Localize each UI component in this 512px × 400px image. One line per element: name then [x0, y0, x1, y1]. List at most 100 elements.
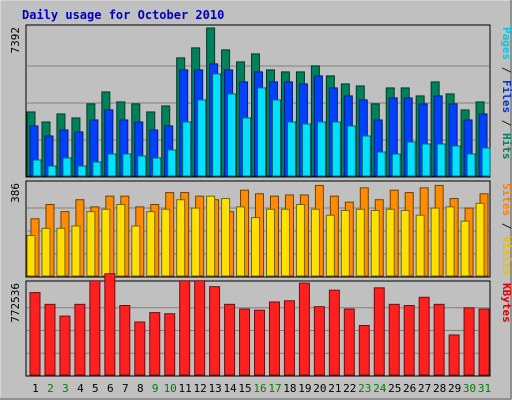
axis-legend-part: Pages — [500, 27, 512, 60]
x-tick-label-25: 25 — [388, 382, 401, 395]
bar-kbytes-day-2 — [44, 303, 56, 376]
bar-kbytes-day-19 — [298, 282, 310, 376]
axis-legend-part: Hits — [500, 133, 512, 160]
x-tick-label-9: 9 — [152, 382, 159, 395]
x-tick-label-13: 13 — [208, 382, 221, 395]
bar-pages-day-6 — [107, 153, 117, 177]
panel-visits: 386 Sites / Visits — [9, 180, 512, 278]
bar-sites-day-24 — [370, 209, 380, 277]
x-tick-label-31: 31 — [478, 382, 491, 395]
bar-pages-day-16 — [257, 87, 267, 177]
x-tick-label-22: 22 — [343, 382, 356, 395]
bar-sites-day-27 — [415, 214, 425, 277]
bar-sites-day-3 — [56, 227, 66, 277]
bar-kbytes-day-21 — [328, 289, 340, 376]
chart-panels: 7392 Pages / Files / Hits 386 Sites / Visit… — [9, 24, 512, 377]
bar-pages-day-22 — [346, 125, 356, 177]
x-tick-label-4: 4 — [77, 382, 84, 395]
bar-sites-day-28 — [430, 207, 440, 277]
axis-legend-part: Sites — [500, 183, 512, 216]
x-tick-label-12: 12 — [194, 382, 207, 395]
axis-legend-hits: Pages / Files / Hits — [500, 27, 512, 160]
bar-sites-day-11 — [176, 199, 186, 277]
bar-sites-day-23 — [355, 208, 365, 277]
bar-pages-day-8 — [137, 155, 147, 177]
x-tick-label-14: 14 — [223, 382, 237, 395]
y-max-label: 7392 — [9, 27, 22, 54]
axis-legend-part: KBytes — [500, 283, 512, 323]
bar-kbytes-day-23 — [358, 325, 370, 376]
bar-pages-day-21 — [331, 121, 341, 177]
bar-kbytes-day-31 — [478, 308, 490, 376]
bar-kbytes-day-5 — [89, 280, 101, 376]
axis-legend-kbytes: KBytes — [500, 283, 512, 323]
bar-kbytes-day-1 — [29, 292, 41, 376]
bar-sites-day-5 — [86, 211, 96, 277]
bar-sites-day-29 — [445, 206, 455, 277]
x-tick-label-20: 20 — [313, 382, 326, 395]
bar-sites-day-18 — [280, 208, 290, 277]
x-tick-label-30: 30 — [463, 382, 476, 395]
bar-kbytes-day-4 — [74, 303, 86, 376]
bar-kbytes-day-22 — [343, 308, 355, 376]
x-tick-label-26: 26 — [403, 382, 416, 395]
chart-title: Daily usage for October 2010 — [22, 8, 224, 22]
bar-pages-day-17 — [271, 99, 281, 177]
x-tick-label-2: 2 — [47, 382, 54, 395]
axis-legend-visits: Sites / Visits — [500, 183, 512, 276]
bar-pages-day-26 — [406, 141, 416, 177]
bar-sites-day-19 — [295, 203, 305, 277]
bar-sites-day-26 — [400, 209, 410, 277]
bar-sites-day-1 — [26, 234, 36, 277]
bar-kbytes-day-16 — [254, 309, 266, 376]
bar-pages-day-27 — [421, 143, 431, 177]
x-tick-label-29: 29 — [448, 382, 461, 395]
x-tick-label-19: 19 — [298, 382, 311, 395]
y-max-label: 386 — [9, 183, 22, 203]
bar-sites-day-22 — [340, 209, 350, 277]
bar-pages-day-29 — [451, 145, 461, 177]
bar-pages-day-28 — [436, 143, 446, 177]
bar-sites-day-4 — [71, 225, 81, 277]
x-tick-label-28: 28 — [433, 382, 446, 395]
bar-sites-day-7 — [116, 203, 126, 277]
bar-pages-day-14 — [227, 93, 237, 177]
x-tick-label-18: 18 — [283, 382, 296, 395]
bar-sites-day-20 — [310, 208, 320, 277]
panel-hits: 7392 Pages / Files / Hits — [9, 24, 512, 178]
x-axis-labels: 1 2 3 4 5 6 7 8 9 10 11 12 13 14 15 16 17 18 19 20 21 22 23 24 2… — [32, 382, 491, 395]
bar-kbytes-day-6 — [104, 273, 116, 376]
axis-legend-part: / — [500, 60, 512, 80]
bar-pages-day-2 — [47, 165, 57, 177]
x-tick-label-8: 8 — [137, 382, 144, 395]
bar-kbytes-day-9 — [149, 312, 161, 376]
bar-sites-day-6 — [101, 208, 111, 277]
bar-kbytes-day-8 — [134, 321, 146, 376]
bar-pages-day-20 — [316, 121, 326, 177]
bar-sites-day-30 — [460, 220, 470, 277]
bar-sites-day-2 — [41, 227, 51, 277]
bar-sites-day-17 — [265, 208, 275, 277]
bar-sites-day-21 — [325, 214, 335, 277]
bar-sites-day-12 — [191, 207, 201, 277]
bar-kbytes-day-26 — [403, 305, 415, 376]
bar-pages-day-12 — [197, 99, 207, 177]
bar-pages-day-4 — [77, 165, 87, 177]
bar-kbytes-day-27 — [418, 296, 430, 376]
bar-pages-day-25 — [391, 153, 401, 177]
axis-legend-part: / — [500, 113, 512, 133]
bar-kbytes-day-11 — [179, 280, 191, 376]
bar-kbytes-day-14 — [224, 303, 236, 376]
bar-pages-day-19 — [301, 123, 311, 177]
bar-kbytes-day-15 — [239, 308, 251, 376]
bar-sites-day-25 — [385, 208, 395, 277]
x-tick-label-16: 16 — [253, 382, 266, 395]
bar-pages-day-31 — [481, 147, 491, 177]
bar-pages-day-9 — [152, 157, 162, 177]
bar-pages-day-23 — [361, 135, 371, 177]
bar-kbytes-day-20 — [313, 306, 325, 376]
x-tick-label-5: 5 — [92, 382, 99, 395]
axis-legend-part: / — [500, 216, 512, 236]
bar-sites-day-14 — [221, 198, 231, 277]
